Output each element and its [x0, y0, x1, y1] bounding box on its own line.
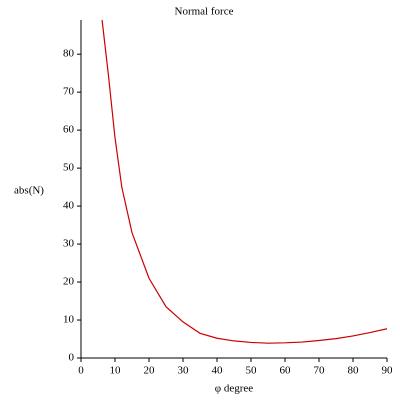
x-tick-label: 80: [348, 365, 360, 377]
line-series: [101, 19, 388, 344]
x-tick-label: 30: [178, 365, 190, 377]
x-tick-label: 60: [280, 365, 292, 377]
y-tick-label: 10: [63, 314, 75, 326]
x-tick-label: 0: [78, 365, 84, 377]
x-tick-label: 50: [246, 365, 258, 377]
x-tick-label: 20: [144, 365, 156, 377]
y-tick-label: 30: [63, 238, 75, 250]
y-axis-label: abs(N): [14, 185, 44, 197]
x-tick-label: 70: [314, 365, 326, 377]
x-tick-label: 90: [382, 365, 394, 377]
y-tick-label: 0: [69, 352, 75, 364]
x-tick-label: 10: [110, 365, 122, 377]
y-tick-label: 40: [63, 200, 75, 212]
x-axis-label: φ degree: [215, 383, 254, 395]
y-tick-label: 50: [63, 162, 75, 174]
y-tick-label: 80: [63, 48, 75, 60]
x-tick-label: 40: [212, 365, 224, 377]
chart-title: Normal force: [175, 6, 234, 18]
y-tick-label: 60: [63, 124, 75, 136]
y-tick-label: 20: [63, 276, 75, 288]
y-tick-label: 70: [63, 86, 75, 98]
